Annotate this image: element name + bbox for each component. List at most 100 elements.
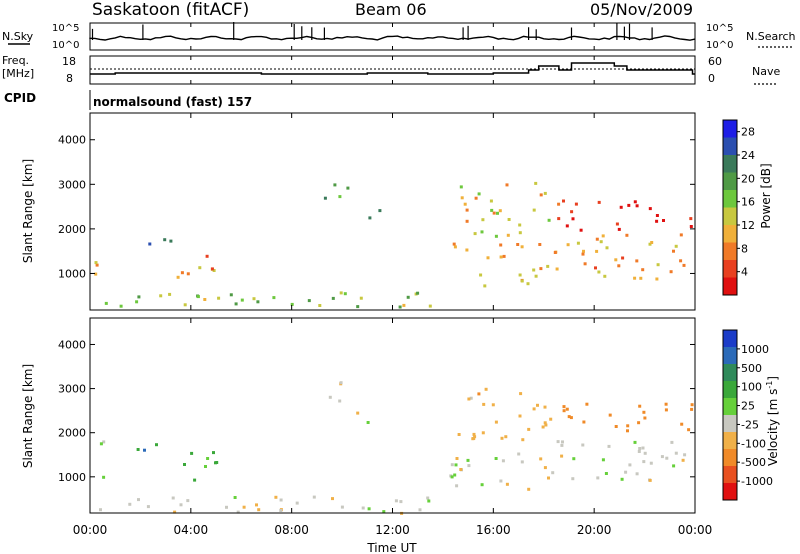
- data-cell: [473, 435, 477, 439]
- data-cell: [544, 423, 548, 427]
- colorbar-tick-label: 25: [741, 400, 755, 413]
- velocity-colorbar: 1000 500 100 25 -25 -100 -500 -1000: [722, 329, 773, 501]
- data-cell: [346, 186, 350, 190]
- data-cell: [539, 193, 543, 197]
- data-cell: [99, 508, 102, 512]
- data-cell: [450, 475, 454, 479]
- colorbar-segment: [723, 172, 737, 191]
- data-cell: [494, 420, 498, 424]
- data-cell: [660, 455, 664, 459]
- data-cell: [581, 443, 585, 447]
- data-cell: [480, 483, 484, 487]
- data-cell: [690, 407, 694, 411]
- power-data: [94, 181, 693, 309]
- colorbar-segment: [723, 190, 737, 208]
- colorbar-tick-label: -500: [741, 456, 766, 469]
- data-cell: [168, 292, 172, 296]
- x-tick-label: 12:00: [375, 523, 410, 537]
- data-cell: [472, 432, 476, 436]
- data-cell: [689, 217, 693, 221]
- data-cell: [565, 407, 569, 411]
- data-cell: [633, 276, 637, 280]
- data-cell: [516, 243, 520, 246]
- data-cell: [272, 296, 276, 300]
- x-tick-label: 16:00: [476, 523, 511, 537]
- data-cell: [186, 272, 190, 276]
- data-cell: [498, 209, 502, 213]
- data-cell: [633, 200, 637, 204]
- data-cell: [290, 302, 294, 306]
- data-cell: [672, 464, 676, 468]
- nsky-tick-top: 10^5: [52, 23, 79, 34]
- data-cell: [562, 199, 565, 203]
- data-cell: [637, 421, 641, 425]
- power-y-axis: 1000 2000 3000 4000: [58, 134, 695, 280]
- data-cell: [557, 217, 561, 221]
- data-cell: [599, 240, 603, 244]
- data-cell: [490, 208, 494, 212]
- data-cell: [521, 438, 525, 442]
- data-cell: [331, 497, 334, 501]
- data-cell: [255, 503, 258, 507]
- nsky-panel: N.Sky 10^5 10^0 10^5 10^0 N.Search: [2, 22, 796, 51]
- data-cell: [148, 242, 152, 246]
- velocity-ylabel: Slant Range [km]: [21, 364, 35, 468]
- data-cell: [398, 305, 402, 309]
- data-cell: [518, 414, 522, 418]
- data-cell: [186, 499, 190, 503]
- data-cell: [500, 436, 504, 440]
- data-cell: [680, 422, 684, 426]
- data-cell: [205, 254, 209, 258]
- data-cell: [648, 207, 652, 211]
- cpid-label: CPID: [4, 91, 36, 105]
- y-tick-label: 4000: [58, 134, 86, 147]
- velocity-frame: [89, 317, 696, 514]
- colorbar-tick-label: 20: [741, 172, 755, 185]
- colorbar-tick-label: 16: [741, 196, 755, 209]
- y-tick-label: 2000: [58, 427, 86, 440]
- power-frame: [89, 112, 696, 311]
- data-cell: [538, 243, 542, 246]
- data-cell: [482, 402, 486, 406]
- data-cell: [579, 228, 583, 232]
- data-cell: [549, 417, 553, 421]
- velocity-data: [99, 381, 694, 515]
- data-cell: [136, 448, 140, 451]
- data-cell: [582, 420, 586, 424]
- data-cell: [233, 496, 237, 499]
- data-cell: [229, 293, 233, 297]
- data-cell: [560, 454, 564, 458]
- data-cell: [256, 300, 260, 304]
- data-cell: [94, 272, 98, 276]
- data-cell: [617, 227, 621, 231]
- data-cell: [662, 219, 665, 222]
- colorbar-tick-label: 8: [741, 242, 748, 255]
- data-cell: [104, 301, 108, 305]
- data-cell: [648, 478, 652, 482]
- colorbar-segment: [723, 260, 737, 278]
- data-cell: [561, 440, 564, 444]
- colorbar-segment: [723, 466, 737, 484]
- data-cell: [649, 461, 653, 465]
- data-cell: [518, 273, 522, 277]
- freq-tick-bottom: 8: [66, 72, 73, 85]
- data-cell: [135, 300, 139, 304]
- data-cell: [626, 429, 629, 433]
- data-cell: [638, 447, 642, 450]
- data-cell: [679, 259, 683, 263]
- data-cell: [477, 392, 481, 396]
- colorbar-tick-label: 1000: [741, 343, 769, 356]
- data-cell: [328, 395, 332, 399]
- data-cell: [502, 254, 506, 258]
- data-cell: [534, 274, 538, 278]
- data-cell: [681, 458, 685, 462]
- data-cell: [608, 413, 612, 417]
- x-tick-label: 04:00: [174, 523, 209, 537]
- data-cell: [560, 443, 564, 447]
- data-cell: [505, 183, 509, 187]
- data-cell: [551, 471, 555, 475]
- data-cell: [119, 304, 123, 308]
- data-cell: [240, 298, 244, 302]
- data-cell: [625, 233, 629, 237]
- data-cell: [617, 264, 621, 268]
